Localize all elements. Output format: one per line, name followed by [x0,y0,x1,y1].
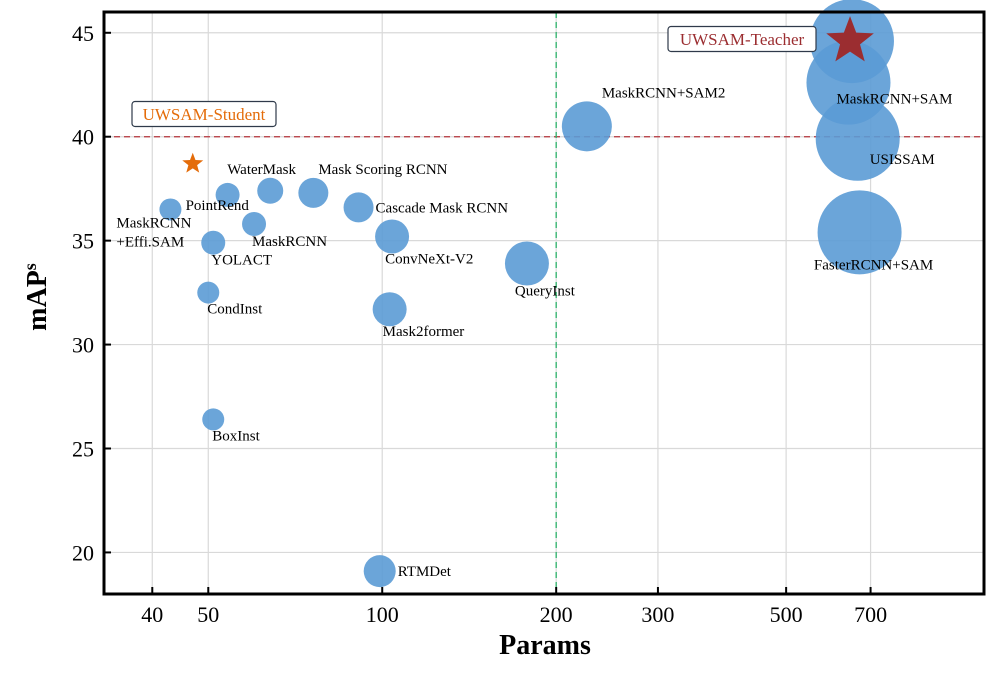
point-label: RTMDet [398,564,452,580]
x-tick-label: 200 [540,602,573,627]
x-axis-title: Params [499,630,591,661]
bubble [372,292,407,327]
point-label: FasterRCNN+SAM [814,257,933,273]
bubble [561,101,612,152]
bubble [159,198,182,221]
bubble [817,190,902,275]
annotations: UWSAM-Student UWSAM-Teacher [131,25,817,128]
x-tick-label: 40 [141,602,163,627]
x-tick-label: 700 [854,602,887,627]
y-axis-title-main: mAP [22,270,53,331]
annotation-label: UWSAM-Teacher [680,30,805,49]
plot-frame [102,10,986,596]
point-label: ConvNeXt-V2 [385,251,473,267]
point-label: WaterMask [227,162,296,178]
bubble [201,230,226,255]
bubble [298,177,329,208]
x-tick-label: 300 [641,602,674,627]
annotation-box [131,100,277,128]
bubble [215,182,240,207]
point-label: MaskRCNN +Effi.SAM [116,215,191,250]
y-axis-ticks: 20 25 30 35 40 45 [72,21,111,565]
y-axis-title: mAPs [20,263,53,331]
x-tick-label: 100 [366,602,399,627]
x-axis-ticks: 40 50 100 200 300 500 700 [141,587,887,627]
bubble [257,177,284,204]
star-marker [826,16,874,62]
bubbles [159,0,902,588]
point-label: MaskRCNN+SAM2 [602,85,725,101]
bubble [504,241,549,286]
point-label: Cascade Mask RCNN [376,200,509,216]
bubble [375,219,410,254]
x-tick-label: 50 [197,602,219,627]
point-label: BoxInst [212,428,260,444]
y-tick-label: 30 [72,333,94,358]
point-label: MaskRCNN+SAM [836,92,952,108]
y-tick-label: 20 [72,540,94,565]
x-tick-label: 500 [770,602,803,627]
bubble [202,408,225,431]
point-label: CondInst [207,302,263,318]
point-label: YOLACT [211,253,272,269]
y-tick-label: 45 [72,21,94,46]
y-axis-title-superscript: s [20,263,40,270]
point-label: USISSAM [870,152,935,168]
point-label: Mask2former [383,324,465,340]
bubble [363,555,396,588]
point-label: PointRend [186,198,250,214]
point-label: Mask Scoring RCNN [318,162,447,178]
annotation-label: UWSAM-Student [143,105,266,124]
bubble [197,281,220,304]
bubble [815,96,900,181]
y-tick-label: 40 [72,125,94,150]
annotation-box [667,25,817,53]
stars [182,16,874,173]
y-tick-label: 35 [72,229,94,254]
point-label: QueryInst [515,284,576,300]
bubble [343,192,374,223]
star-marker [182,152,204,173]
point-label: MaskRCNN [252,234,327,250]
bubble [242,212,267,237]
y-tick-label: 25 [72,437,94,462]
